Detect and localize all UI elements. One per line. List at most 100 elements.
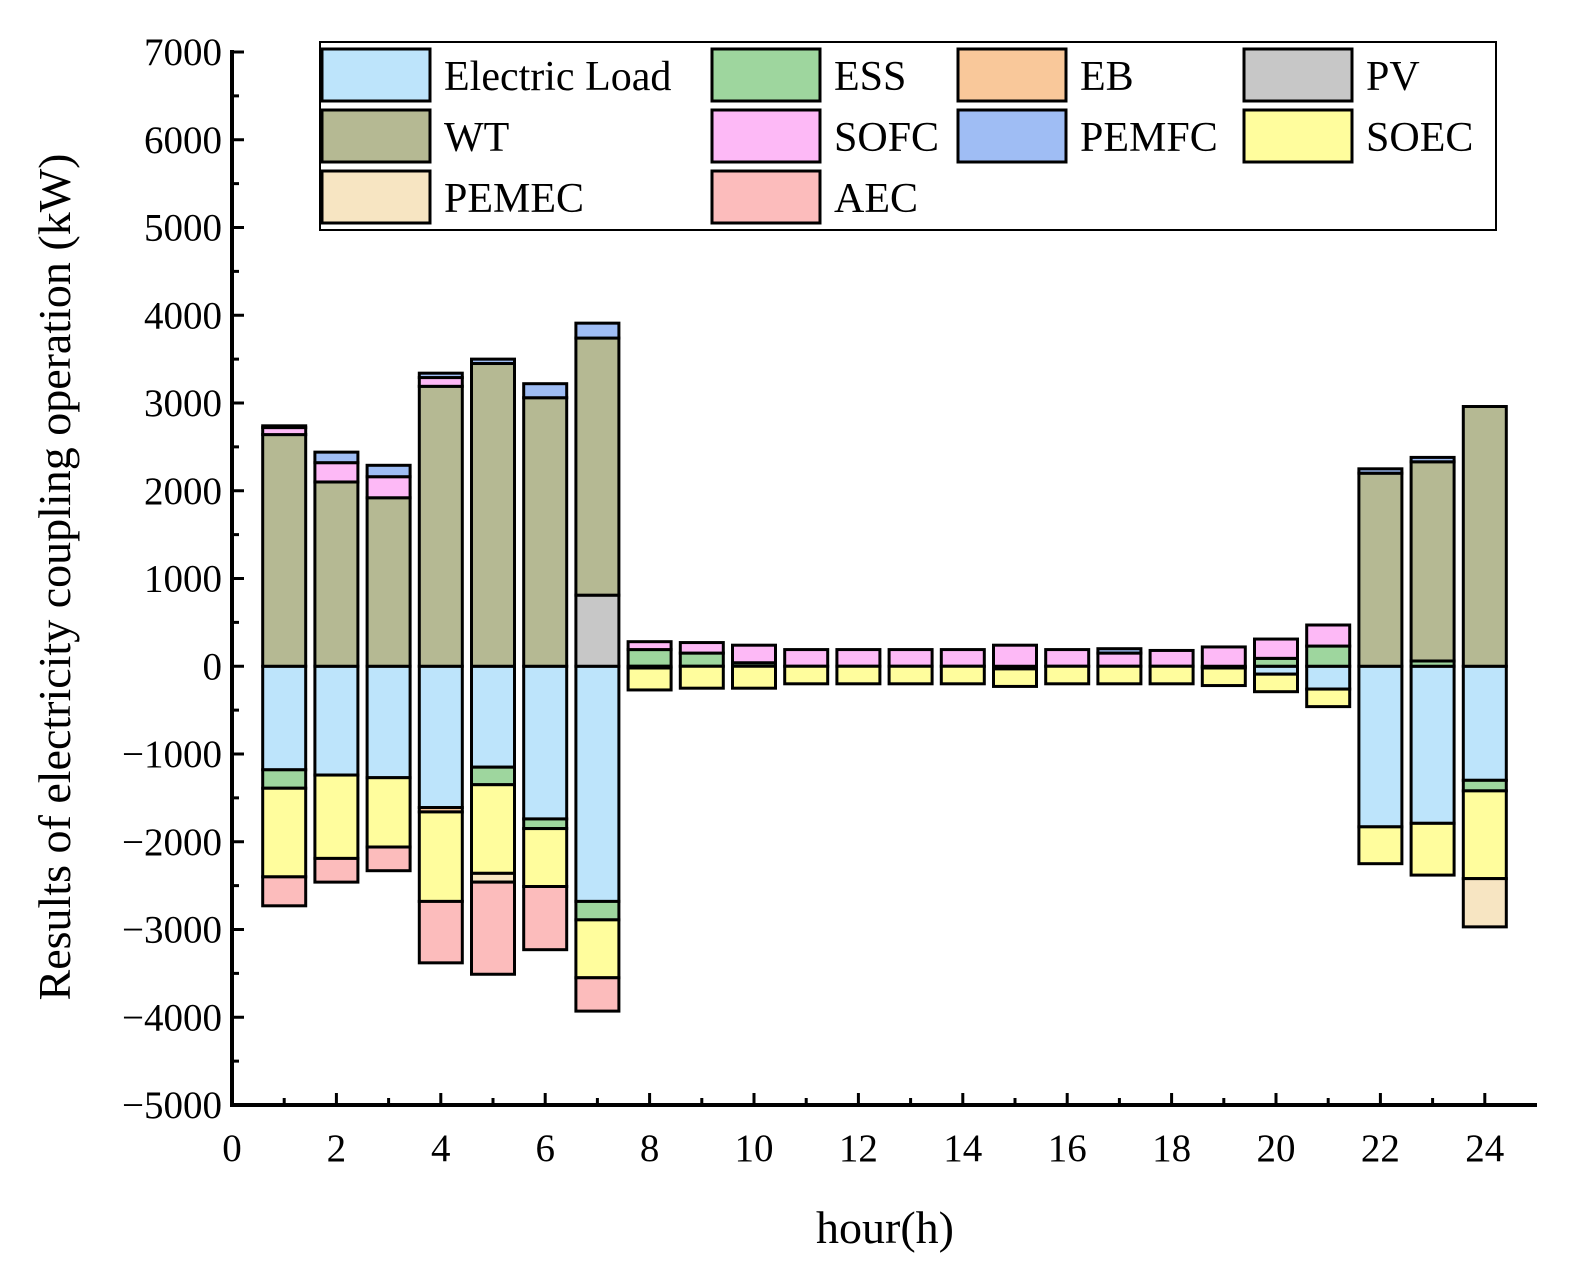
bar-segment-soec-h19 [1200,666,1247,688]
bar-segment-wt-h23 [1409,460,1456,663]
x-tick-label: 14 [943,1127,982,1170]
bar-segment-soec-h13 [887,664,934,686]
bar-segment-ess-h9 [678,651,725,668]
legend: Electric Load ESS EB PV WT SOFC PEMFC SOEC PEMEC… [319,41,1497,231]
legend-swatch-wt [320,108,432,164]
bar-segment-sofc-h8 [626,640,673,652]
ticks: −5000−4000−3000−2000−1000010002000300040… [122,31,1504,1170]
bar-segment-sofc-h17 [1096,651,1143,668]
bar-stacks [261,321,1508,1013]
bar-segment-aec-h6 [522,885,569,952]
bar-segment-electric-load-h23 [1409,664,1456,825]
bar-segment-soec-h12 [835,664,882,686]
bar-segment-soec-h18 [1148,664,1195,686]
bar-segment-electric-load-h5 [470,664,516,769]
bar-segment-soec-h14 [939,664,986,686]
x-tick-label: 16 [1048,1127,1087,1170]
legend-swatch-soec [1242,108,1354,164]
bar-segment-ess-h8 [626,648,673,668]
bar-segment-soec-h1 [261,786,308,879]
bar-segment-ess-h7 [574,899,621,922]
bar-segment-electric-load-h7 [574,664,621,903]
bar-segment-ess-h24 [1461,778,1508,793]
bar-segment-sofc-h19 [1200,645,1247,668]
x-tick-label: 4 [431,1127,451,1170]
bar-segment-soec-h7 [574,918,621,980]
bar-segment-wt-h7 [574,336,621,597]
y-tick-label: −4000 [122,996,222,1039]
x-tick-label: 2 [327,1127,347,1170]
bar-segment-soec-h15 [992,667,1038,688]
bar-segment-wt-h24 [1461,405,1508,668]
bar-segment-pemfc-h7 [574,321,621,340]
bar-segment-electric-load-h4 [417,664,464,810]
x-tick-label: 18 [1152,1127,1191,1170]
bar-segment-wt-h2 [313,480,360,668]
bar-segment-pemec-h24 [1461,877,1508,929]
x-axis-title: hour(h) [816,1202,954,1253]
bar-segment-wt-h5 [470,362,516,668]
bar-segment-wt-h4 [417,384,464,668]
bar-segment-pemfc-h22 [1357,467,1404,475]
bar-segment-sofc-h21 [1305,623,1352,648]
legend-label-ess: ESS [834,54,906,100]
bar-segment-sofc-h14 [939,648,986,668]
legend-label-eb: EB [1080,54,1134,100]
bar-segment-soec-h4 [417,810,464,903]
legend-label-pemec: PEMEC [444,176,584,222]
bar-segment-aec-h3 [365,845,412,873]
bar-segment-electric-load-h2 [313,664,360,777]
bar-segment-pemfc-h6 [522,382,569,400]
bar-segment-pemfc-h23 [1409,455,1456,464]
bar-segment-electric-load-h21 [1305,664,1352,691]
bar-segment-sofc-h9 [678,641,725,655]
y-tick-label: 1000 [144,558,222,601]
y-tick-label: −3000 [122,909,222,952]
bar-segment-pemfc-h4 [417,371,464,380]
legend-label-aec: AEC [834,176,918,222]
bar-segment-sofc-h18 [1148,648,1195,668]
bar-segment-soec-h17 [1096,664,1143,686]
x-tick-label: 6 [535,1127,555,1170]
legend-label-sofc: SOFC [834,115,939,161]
y-tick-label: −2000 [122,821,222,864]
bar-segment-ess-h5 [470,765,516,787]
bar-segment-wt-h3 [365,496,412,668]
y-tick-label: 4000 [144,294,222,337]
bar-segment-aec-h5 [470,880,516,976]
y-tick-label: −5000 [122,1084,222,1127]
x-tick-label: 10 [735,1127,774,1170]
bar-segment-sofc-h11 [783,648,830,668]
legend-label-wt: WT [444,115,509,161]
bar-segment-sofc-h12 [835,648,882,668]
bar-segment-aec-h1 [261,875,308,908]
y-tick-label: 6000 [144,119,222,162]
bar-segment-sofc-h10 [731,643,777,665]
bar-segment-pemfc-h5 [470,357,516,366]
bar-segment-pv-h7 [574,593,621,668]
y-tick-label: 2000 [144,470,222,513]
bar-segment-pemfc-h1 [261,424,308,430]
bar-segment-electric-load-h6 [522,664,569,821]
bar-segment-soec-h16 [1044,664,1091,686]
legend-swatch-pv [1242,47,1354,103]
bar-segment-soec-h24 [1461,789,1508,881]
bar-segment-electric-load-h24 [1461,664,1508,782]
x-tick-label: 12 [839,1127,878,1170]
x-tick-label: 8 [640,1127,660,1170]
legend-swatch-aec [710,169,822,225]
bar-segment-ess-h21 [1305,644,1352,668]
y-tick-label: 7000 [144,31,222,74]
bar-segment-soec-h9 [678,664,725,690]
bar-segment-wt-h1 [261,433,308,668]
bar-segment-soec-h8 [626,666,673,692]
bar-segment-wt-h6 [522,396,569,668]
bar-segment-soec-h2 [313,773,360,860]
legend-swatch-ess [710,47,822,103]
bar-segment-soec-h23 [1409,821,1456,877]
bar-segment-aec-h7 [574,976,621,1013]
bar-segment-sofc-h3 [365,475,412,500]
bar-segment-soec-h20 [1253,672,1299,694]
y-tick-label: 0 [203,645,223,688]
